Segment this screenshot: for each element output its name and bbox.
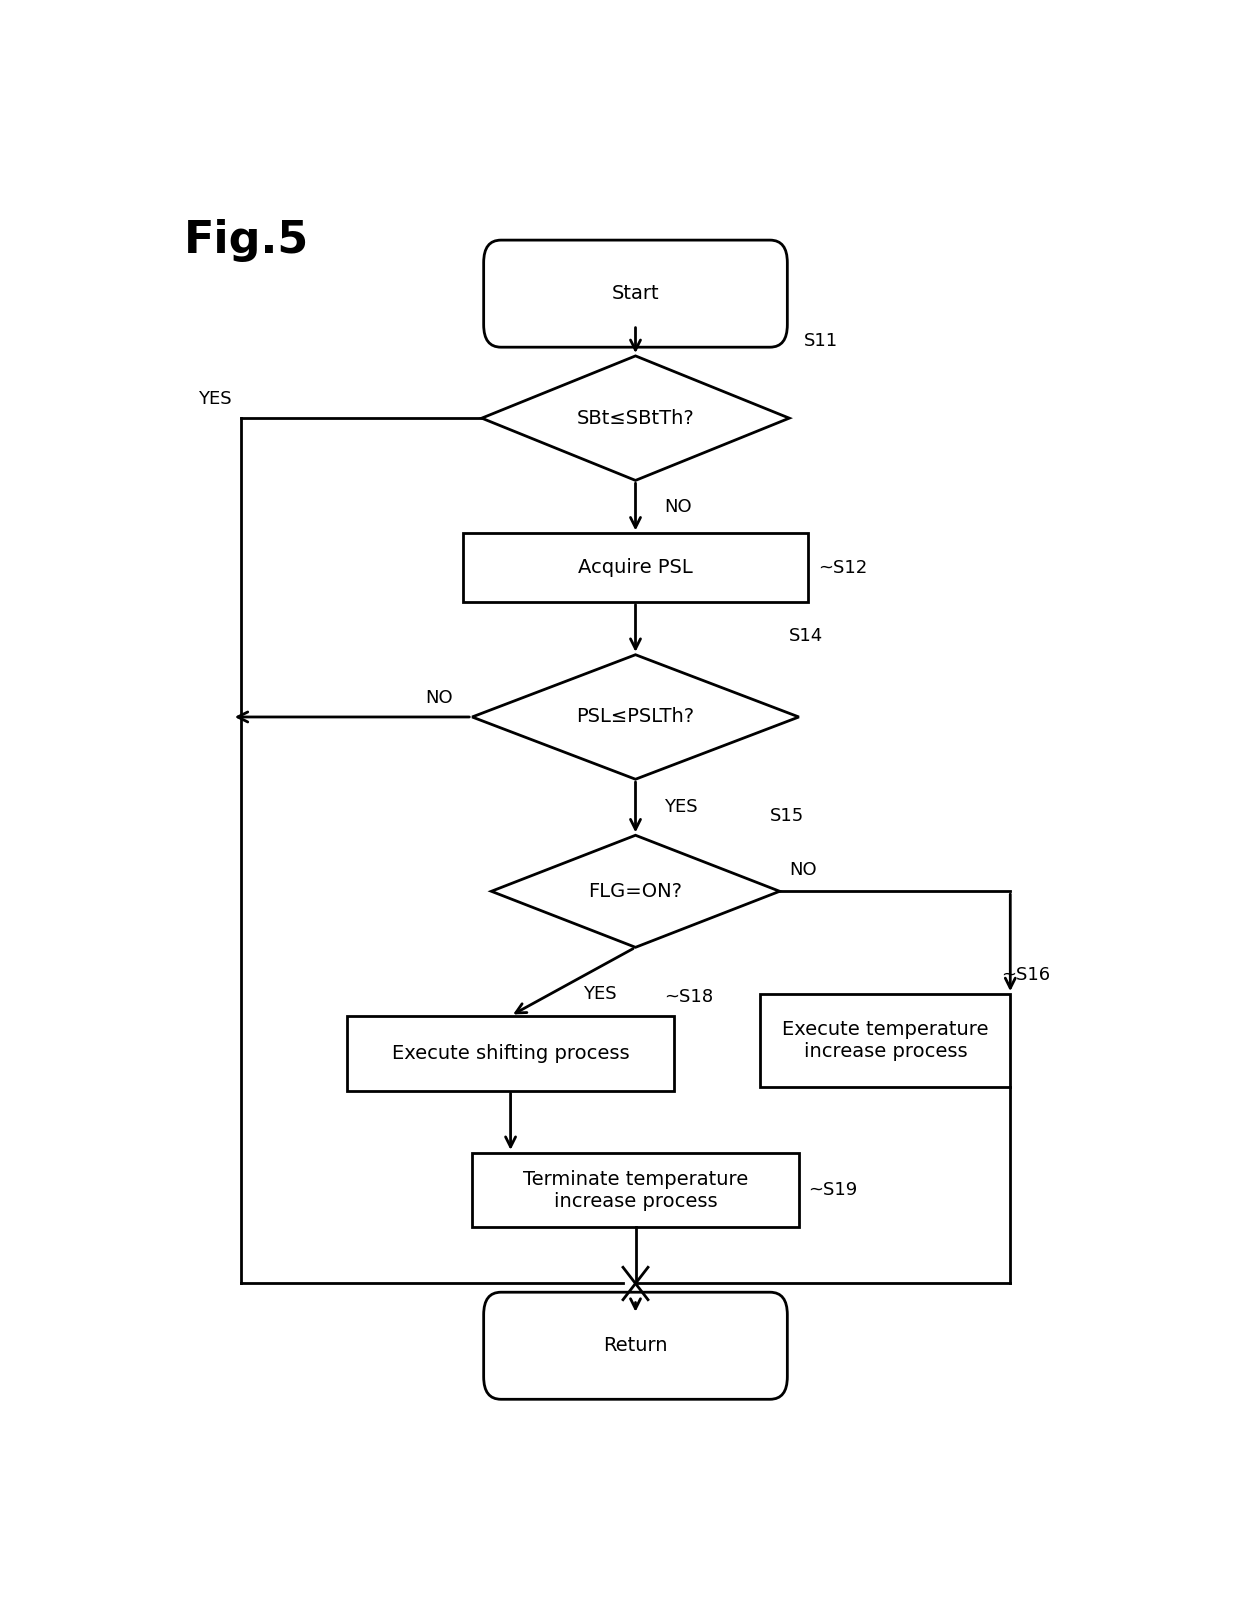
Text: NO: NO (665, 498, 692, 516)
Text: Start: Start (611, 285, 660, 302)
Text: YES: YES (583, 985, 616, 1003)
Text: Terminate temperature
increase process: Terminate temperature increase process (523, 1169, 748, 1211)
Text: NO: NO (425, 689, 453, 707)
Bar (472, 1153, 799, 1227)
Text: S15: S15 (770, 807, 805, 825)
FancyBboxPatch shape (484, 1292, 787, 1399)
Bar (463, 534, 808, 602)
Text: Fig.5: Fig.5 (184, 218, 309, 262)
Text: Execute temperature
increase process: Execute temperature increase process (782, 1020, 988, 1061)
Text: YES: YES (665, 799, 698, 817)
Text: ~S18: ~S18 (665, 988, 713, 1006)
Text: ~S16: ~S16 (1001, 965, 1050, 985)
Text: Acquire PSL: Acquire PSL (578, 558, 693, 577)
Text: S11: S11 (804, 331, 838, 349)
Text: SBt≤SBtTh?: SBt≤SBtTh? (577, 409, 694, 427)
Bar (347, 1015, 675, 1090)
Text: NO: NO (789, 860, 817, 880)
Polygon shape (472, 655, 799, 779)
Text: YES: YES (198, 390, 232, 407)
Text: S14: S14 (789, 627, 823, 645)
FancyBboxPatch shape (484, 239, 787, 348)
Text: ~S19: ~S19 (808, 1180, 858, 1200)
Text: FLG=ON?: FLG=ON? (589, 881, 682, 901)
Bar (760, 994, 1011, 1087)
Polygon shape (481, 356, 789, 480)
Text: PSL≤PSLTh?: PSL≤PSLTh? (577, 708, 694, 726)
Text: Return: Return (603, 1336, 668, 1355)
Text: Execute shifting process: Execute shifting process (392, 1043, 630, 1062)
Polygon shape (491, 836, 780, 948)
Text: ~S12: ~S12 (818, 558, 867, 577)
